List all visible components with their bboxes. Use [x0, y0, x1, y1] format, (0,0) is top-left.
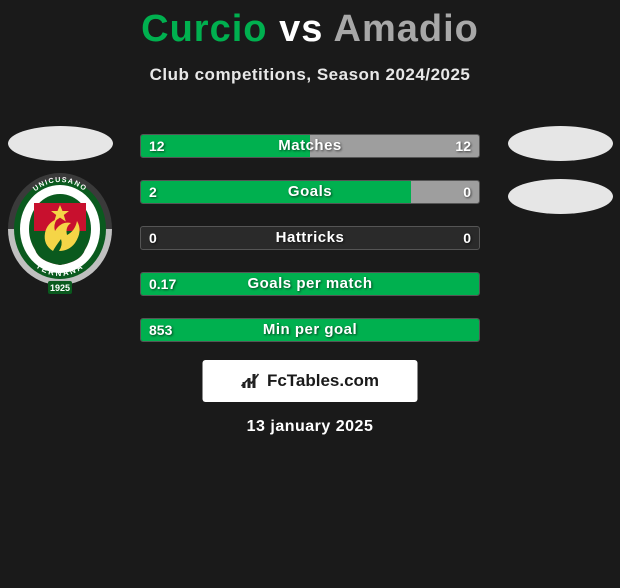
page-title: Curcio vs Amadio: [0, 8, 620, 51]
chart-icon: [241, 372, 261, 390]
left-column: UNICUSANO TERNANA 1925: [0, 126, 120, 303]
bar-value-left: 12: [149, 135, 165, 157]
bar-value-right: 0: [463, 227, 471, 249]
bar-label: Matches: [141, 135, 479, 157]
footer-brand: FcTables.com: [203, 360, 418, 402]
player1-club-crest: UNICUSANO TERNANA 1925: [5, 173, 115, 303]
subtitle: Club competitions, Season 2024/2025: [0, 65, 620, 85]
svg-text:1925: 1925: [50, 283, 70, 293]
title-player2: Amadio: [334, 8, 479, 50]
stat-bar-row: Matches12 12: [140, 134, 480, 158]
bar-value-right: 0: [463, 181, 471, 203]
bar-value-right: 12: [455, 135, 471, 157]
bar-label: Min per goal: [141, 319, 479, 341]
bar-value-left: 0.17: [149, 273, 176, 295]
player1-avatar-placeholder: [8, 126, 113, 161]
title-player1: Curcio: [141, 8, 267, 50]
date: 13 january 2025: [0, 418, 620, 436]
bar-value-left: 2: [149, 181, 157, 203]
stat-bar-row: Goals2 0: [140, 180, 480, 204]
stat-bar-row: Hattricks0 0: [140, 226, 480, 250]
player2-club-crest-placeholder: [508, 179, 613, 214]
bar-label: Goals per match: [141, 273, 479, 295]
player2-avatar-placeholder: [508, 126, 613, 161]
bar-value-left: 853: [149, 319, 172, 341]
bar-label: Hattricks: [141, 227, 479, 249]
stat-bars: Matches1212Goals20Hattricks00Goals per m…: [140, 134, 480, 364]
bar-label: Goals: [141, 181, 479, 203]
bar-value-left: 0: [149, 227, 157, 249]
title-vs: vs: [279, 8, 323, 50]
stat-bar-row: Goals per match0.17: [140, 272, 480, 296]
stat-bar-row: Min per goal853: [140, 318, 480, 342]
right-column: [500, 126, 620, 214]
footer-brand-text: FcTables.com: [267, 371, 379, 391]
